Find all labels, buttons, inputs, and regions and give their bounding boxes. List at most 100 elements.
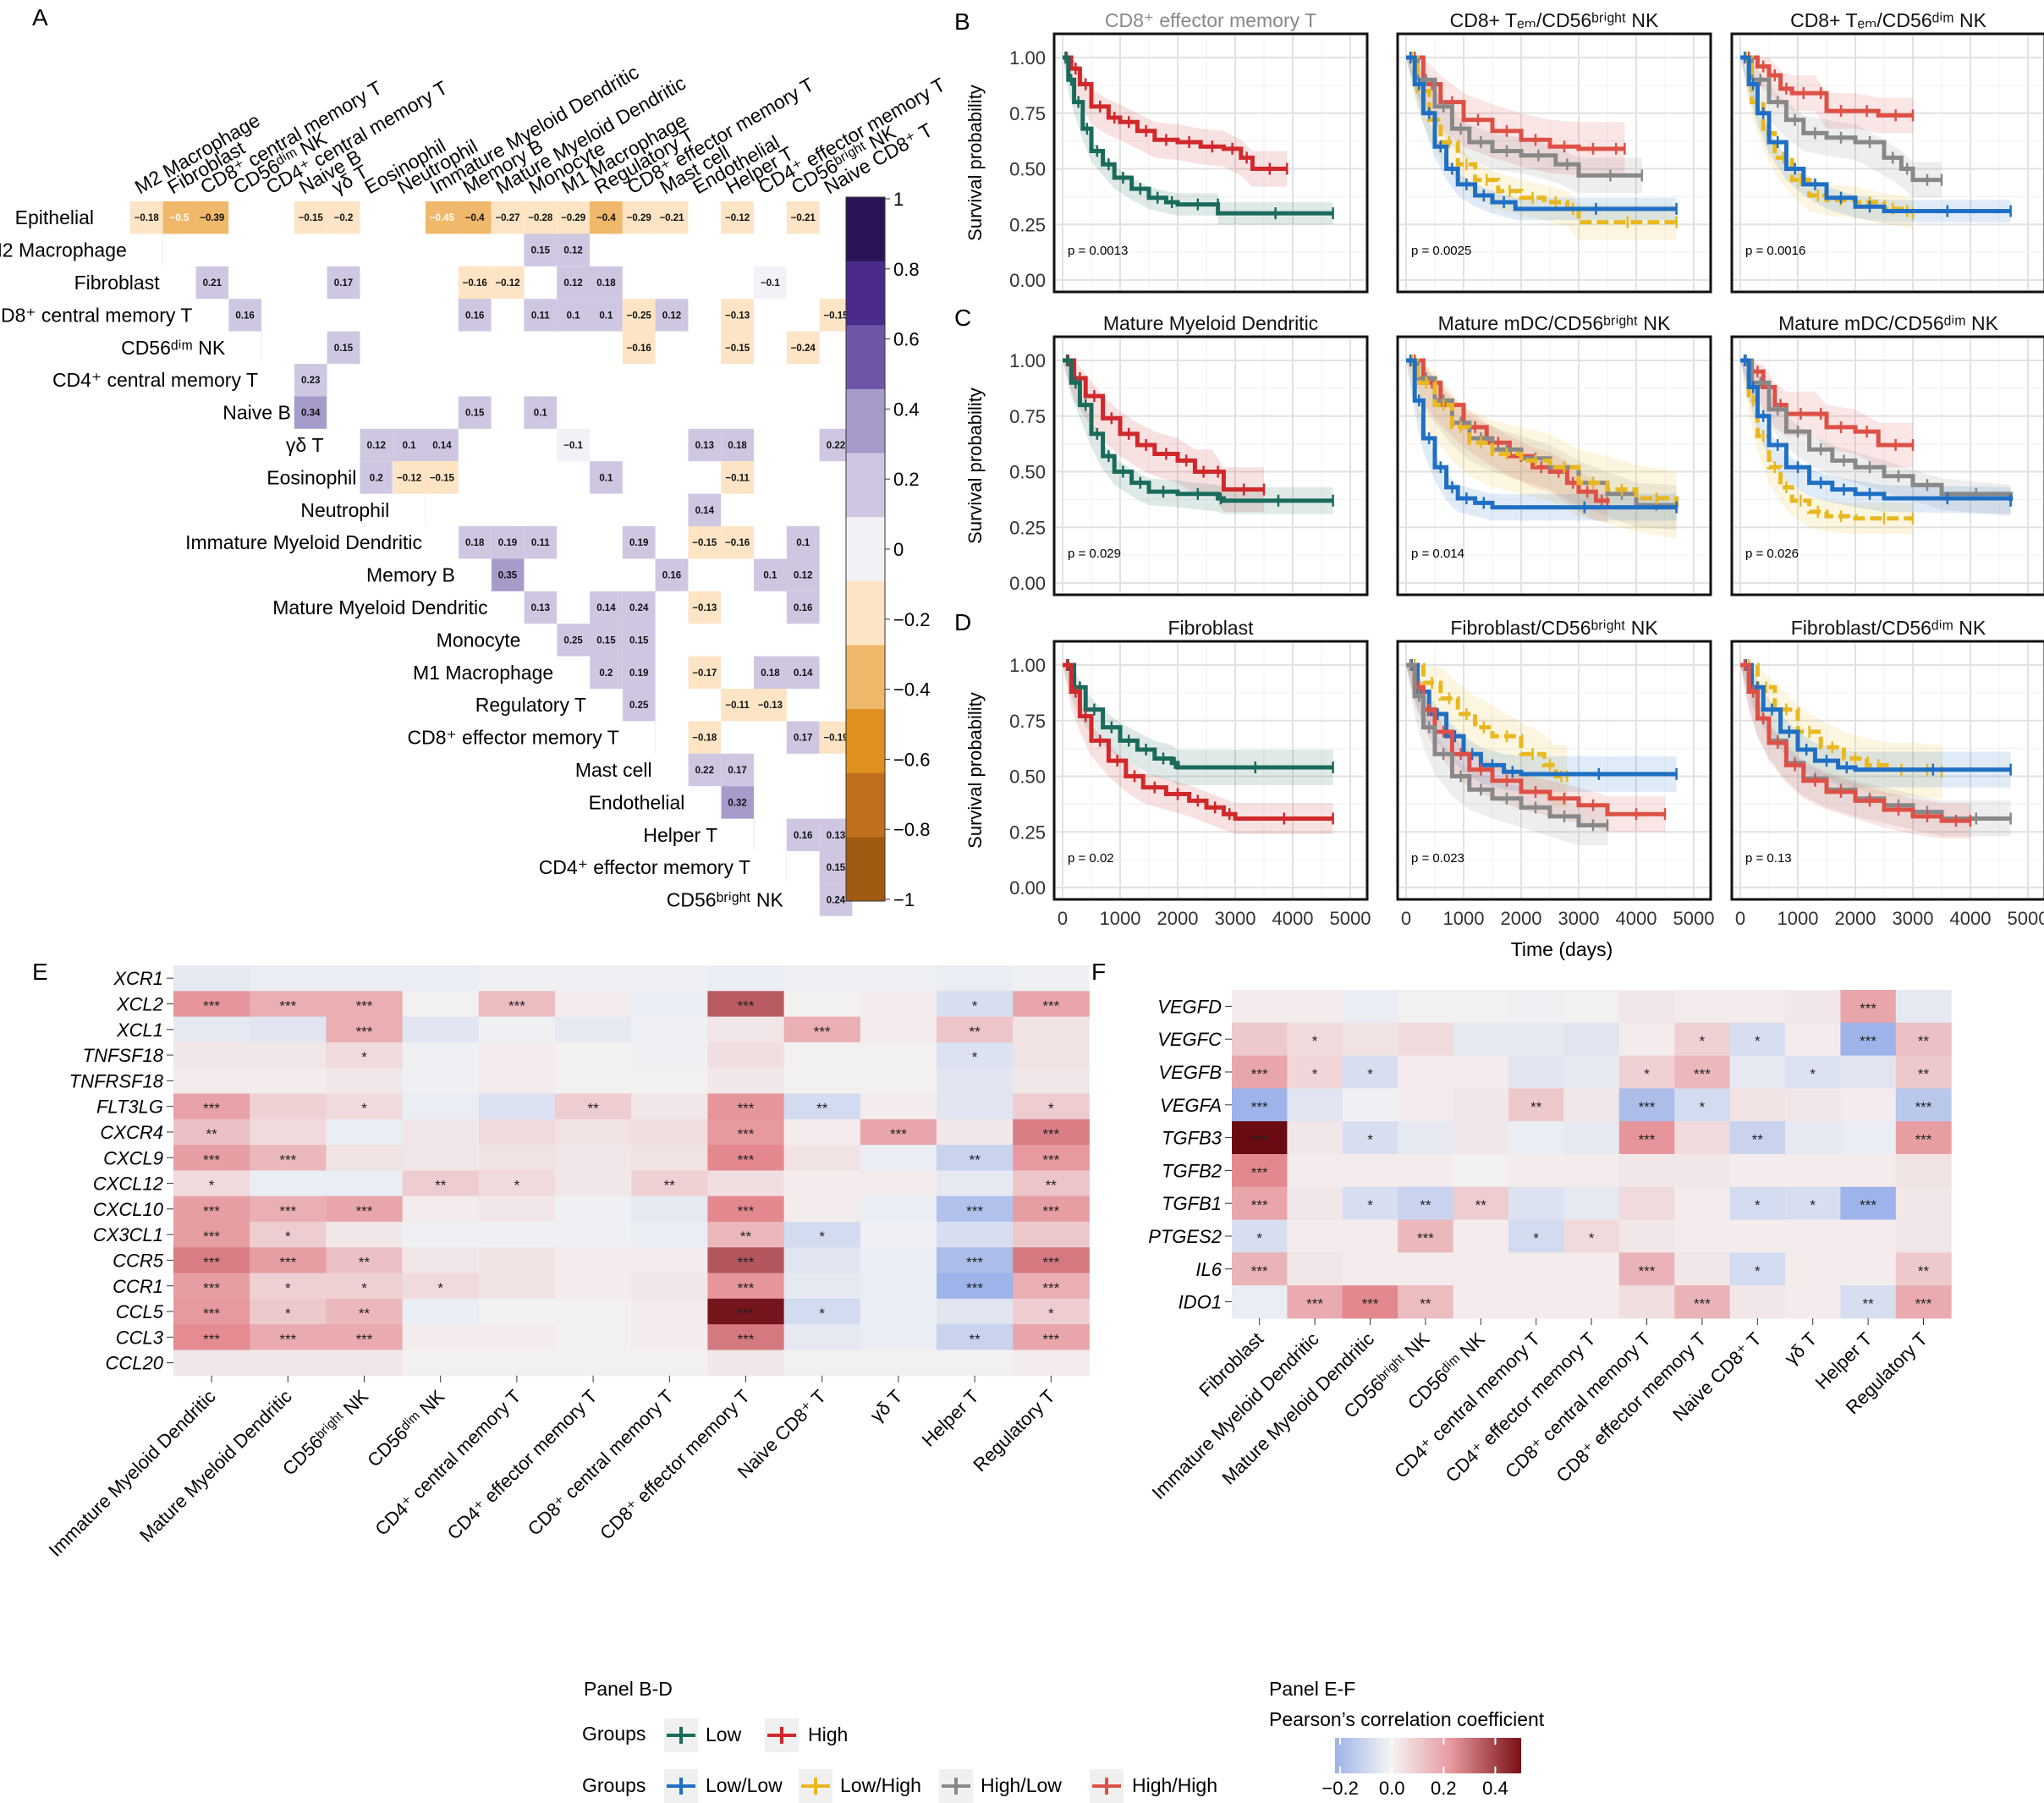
- heatmap-cell: [707, 1068, 785, 1094]
- cell-value: 0.14: [432, 441, 452, 451]
- plot-title: Mature mDC/CD56ᵇʳⁱᵍʰᵗ NK: [1438, 312, 1671, 334]
- heatmap-cell: [1287, 1186, 1343, 1221]
- heatmap-cell: [721, 753, 754, 787]
- significance-stars: **: [1420, 1296, 1431, 1312]
- heatmap-cell: [1232, 1186, 1288, 1221]
- heatmap-cell: [1563, 1055, 1620, 1089]
- heatmap-cell: [402, 1093, 480, 1120]
- heatmap-cell: [721, 786, 754, 819]
- heatmap-cell: [707, 1170, 785, 1197]
- heatmap-cell: [1398, 1219, 1454, 1253]
- cell-value: −0.15: [299, 213, 324, 223]
- heatmap-cell: [458, 396, 492, 429]
- cell-value: 0.15: [531, 246, 551, 256]
- heatmap-cell: [426, 428, 459, 462]
- cell-value: −0.21: [791, 213, 816, 223]
- survival-curve: [1406, 662, 1607, 827]
- confidence-band: [1740, 665, 2011, 788]
- heatmap-cell: [402, 1324, 480, 1350]
- heatmap-cell: [1013, 965, 1090, 992]
- row-label: CXCL12: [93, 1174, 163, 1195]
- heatmap-cell: [478, 1145, 556, 1171]
- cell-value: 0.1: [763, 571, 777, 581]
- significance-stars: *: [361, 1101, 367, 1117]
- heatmap-cell: [326, 1042, 404, 1069]
- colorbar-segment: [846, 197, 885, 262]
- cell-value: 0.18: [596, 278, 616, 289]
- cell-value: 0.25: [629, 701, 649, 711]
- heatmap-cell: [1674, 1121, 1731, 1155]
- significance-stars: *: [1810, 1197, 1816, 1213]
- heatmap-cell: [655, 201, 689, 234]
- heatmap-cell: [707, 1145, 785, 1171]
- heatmap-cell: [173, 1350, 250, 1377]
- significance-stars: *: [1755, 1197, 1761, 1213]
- heatmap-cell: [326, 1196, 404, 1223]
- cell-value: 0.19: [498, 538, 517, 548]
- significance-stars: ***: [1694, 1296, 1711, 1312]
- heatmap-cell: [707, 1222, 785, 1248]
- heatmap-cell: [1895, 1088, 1952, 1122]
- x-tick-label: 3000: [1893, 908, 1934, 929]
- cell-value: −0.5: [170, 213, 190, 223]
- row-label: TGFB2: [1162, 1160, 1222, 1181]
- heatmap-cell: [1785, 1055, 1841, 1089]
- row-label: Memory B: [366, 564, 455, 586]
- heatmap-cell: [631, 1042, 708, 1069]
- heatmap-cell: [555, 1170, 632, 1197]
- heatmap-cell: [721, 331, 754, 364]
- heatmap-cell: [1013, 1273, 1090, 1300]
- heatmap-cell: [402, 1119, 480, 1146]
- heatmap-cell: [326, 991, 404, 1018]
- heatmap-cell: [478, 1093, 556, 1120]
- cell-value: 0.15: [827, 863, 846, 873]
- significance-stars: *: [437, 1280, 443, 1296]
- heatmap-cell: [1287, 1088, 1343, 1122]
- heatmap-cell: [402, 1222, 480, 1248]
- row-label: CD4⁺ central memory T: [52, 369, 258, 391]
- km-plot: Mature Myeloid Dendritic p = 0.029 0.00 0.2…: [964, 312, 1369, 596]
- cell-value: −0.15: [725, 344, 750, 354]
- row-label: XCL2: [116, 993, 163, 1014]
- significance-stars: ***: [1042, 1280, 1059, 1296]
- heatmap-cell: [783, 1119, 861, 1146]
- heatmap-cell: [524, 396, 558, 429]
- heatmap-cell: [478, 1222, 556, 1248]
- heatmap-cell: [1342, 1121, 1398, 1155]
- heatmap-cell: [557, 234, 590, 267]
- cell-value: 0.2: [370, 473, 383, 483]
- heatmap-cell: [590, 591, 623, 624]
- row-label: Regulatory T: [475, 694, 586, 716]
- heatmap-cell: [478, 1042, 556, 1069]
- heatmap-cell: [1563, 1285, 1620, 1319]
- heatmap-cell: [1013, 1298, 1090, 1325]
- km-plot: CD8+ Tₑₘ/CD56ᵈⁱᵐ NK p = 0.0016: [1730, 9, 2044, 294]
- heatmap-cell: [1729, 990, 1786, 1024]
- colorbar-segment: [846, 325, 885, 390]
- heatmap-cell: [590, 266, 623, 300]
- heatmap-cell: [707, 965, 785, 992]
- heatmap-cell: [1729, 1121, 1786, 1155]
- heatmap-cell: [250, 1119, 327, 1146]
- significance-stars: *: [1700, 1033, 1706, 1049]
- heatmap-cell: [786, 558, 820, 591]
- confidence-band: [1740, 665, 1942, 799]
- plot-title: Mature mDC/CD56ᵈⁱᵐ NK: [1778, 312, 1999, 334]
- heatmap-cell: [393, 428, 426, 462]
- heatmap-cell: [783, 1042, 861, 1069]
- row-label: PTGES2: [1148, 1226, 1222, 1247]
- row-label: M1 Macrophage: [413, 662, 553, 684]
- row-label: TNFRSF18: [69, 1070, 164, 1091]
- heatmap-cell: [754, 558, 787, 591]
- x-tick-label: 5000: [2008, 908, 2044, 929]
- significance-stars: *: [1755, 1263, 1761, 1279]
- heatmap-cell: [707, 1119, 785, 1146]
- significance-stars: **: [740, 1229, 752, 1245]
- heatmap-cell: [1398, 1088, 1454, 1122]
- x-tick-label: 1000: [1100, 908, 1141, 929]
- heatmap-cell: [1398, 1252, 1454, 1286]
- heatmap-cell: [326, 1145, 404, 1171]
- heatmap-cell: [860, 1350, 937, 1377]
- significance-stars: **: [206, 1126, 217, 1142]
- legend-key-low-low: [664, 1769, 698, 1803]
